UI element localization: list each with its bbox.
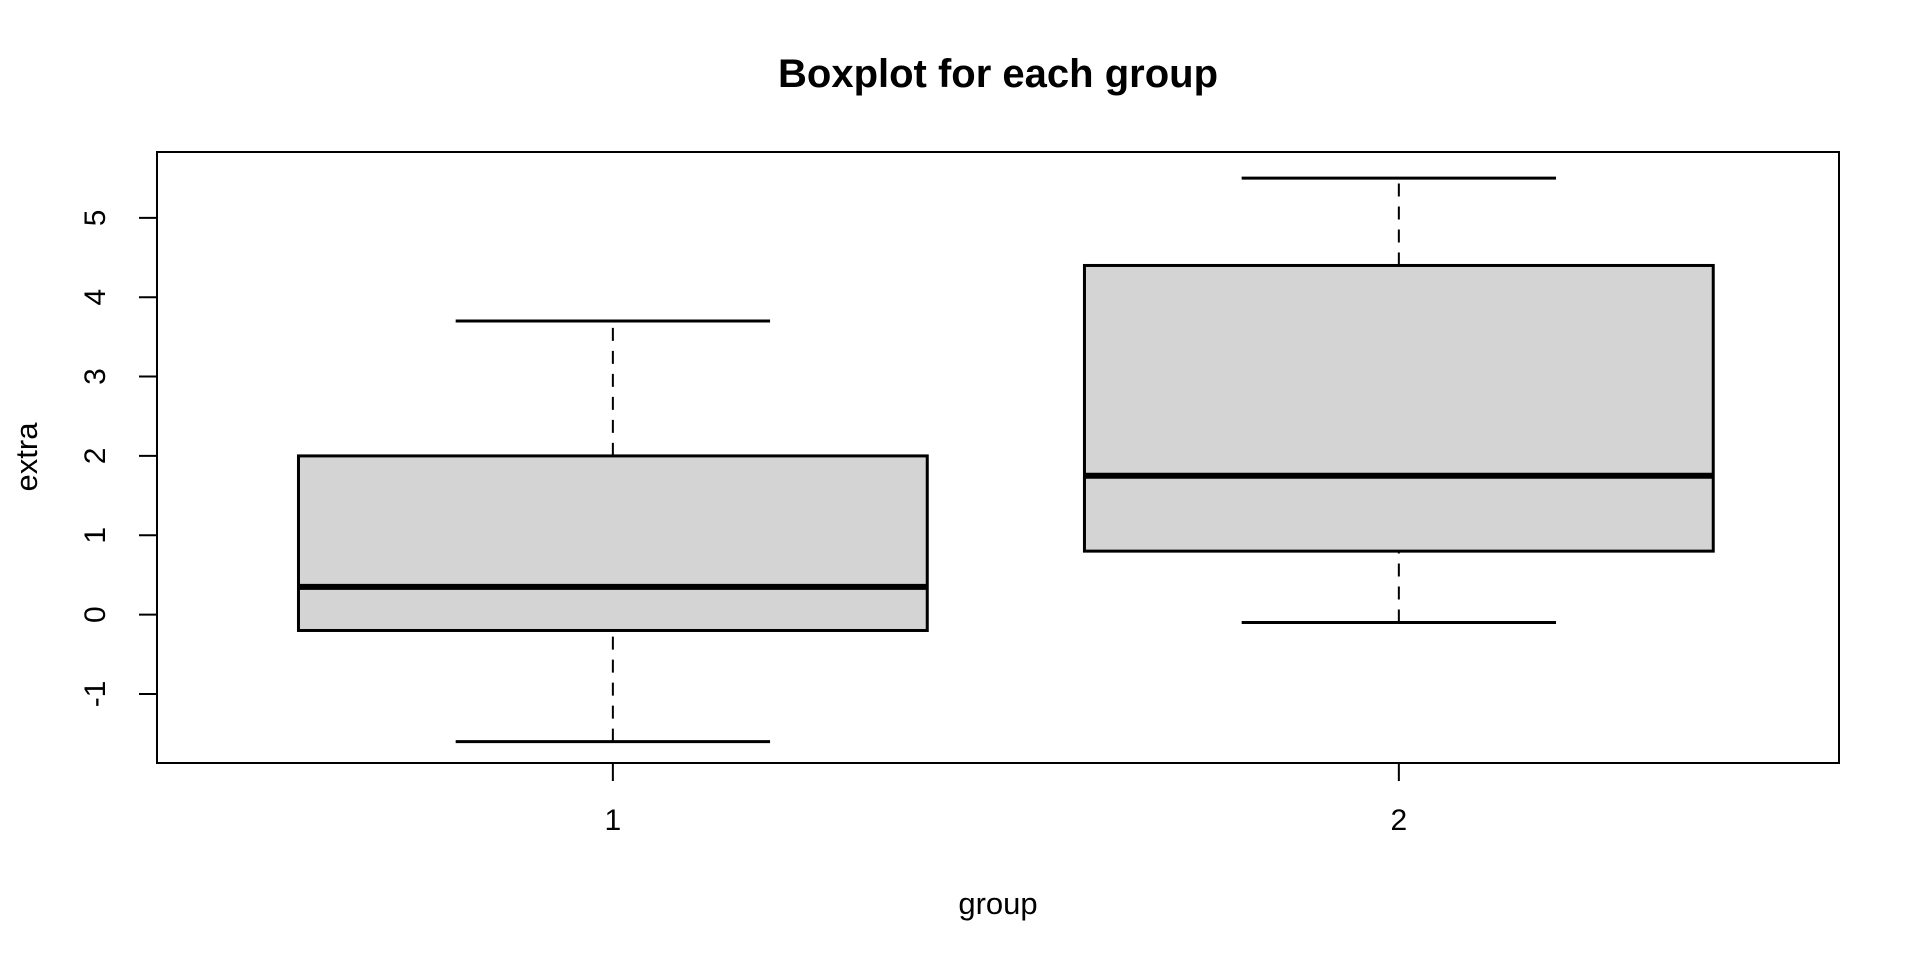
y-tick-label: 0: [79, 606, 112, 623]
plot-border: [156, 151, 1840, 764]
y-tick-label: 3: [79, 368, 112, 385]
iqr-box-group-1: [296, 454, 929, 632]
x-axis-title: group: [958, 886, 1038, 921]
y-tick-label: 4: [79, 289, 112, 306]
y-tick-label: -1: [79, 681, 112, 708]
iqr-box-group-2: [1082, 263, 1715, 553]
y-tick-label: 5: [79, 210, 112, 227]
chart-title: Boxplot for each group: [778, 52, 1218, 96]
y-tick-label: 2: [79, 448, 112, 465]
x-tick-label: 1: [605, 804, 622, 837]
x-tick-label: 2: [1391, 804, 1408, 837]
y-tick-label: 1: [79, 527, 112, 544]
y-axis-title: extra: [9, 422, 44, 492]
